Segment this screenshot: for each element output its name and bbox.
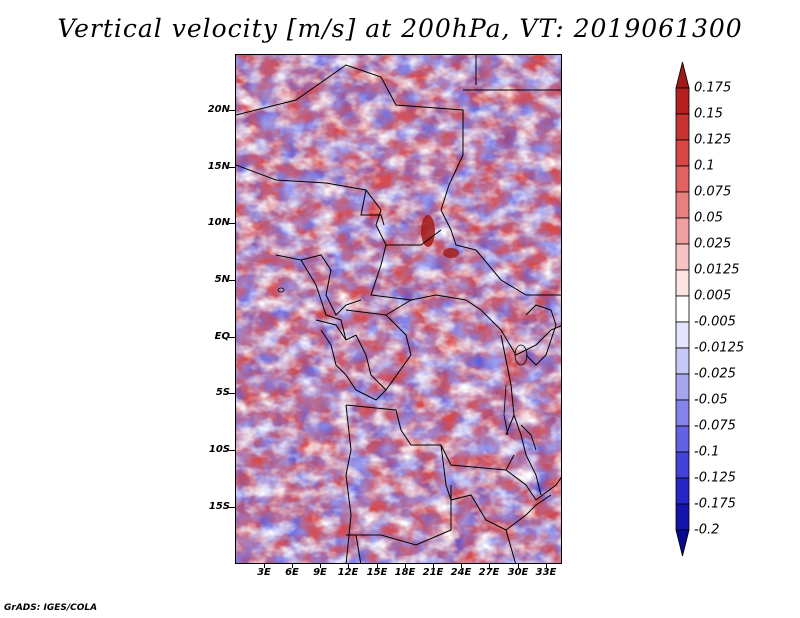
colorbar-swatch [675,113,690,141]
colorbar-swatch [675,503,690,531]
lon-label: 3E [257,567,271,578]
colorbar-label: 0.15 [694,106,723,122]
colorbar-label: -0.075 [694,418,736,434]
colorbar-swatch [675,87,690,115]
lon-label: 9E [313,567,327,578]
lat-tick [229,450,235,451]
lat-label: 10S [208,444,230,455]
colorbar-swatch [675,451,690,479]
colorbar-swatch [675,191,690,219]
colorbar-swatch [675,295,690,323]
lat-tick [229,507,235,508]
lon-tick [348,563,349,568]
lon-label: 24E [450,567,472,578]
lon-label: 33E [535,567,557,578]
lon-tick [461,563,462,568]
colorbar-max-arrow [675,61,690,89]
lon-tick [489,563,490,568]
lon-tick [320,563,321,568]
colorbar-min-arrow [675,529,690,557]
vertical-velocity-field [236,55,561,563]
lon-label: 6E [285,567,299,578]
colorbar-label: 0.075 [694,184,732,200]
lon-tick [405,563,406,568]
colorbar-swatch [675,165,690,193]
colorbar-label: 0.05 [694,210,723,226]
colorbar-label: -0.175 [694,496,736,512]
colorbar-label: 0.025 [694,236,732,252]
lat-label: 5S [215,387,230,398]
colorbar-label: -0.0125 [694,340,745,356]
colorbar-label: -0.005 [694,314,736,330]
lon-tick [433,563,434,568]
lat-label: 10N [207,217,230,228]
colorbar-label: -0.05 [694,392,728,408]
lat-label: 5N [214,274,230,285]
colorbar-swatch [675,399,690,427]
colorbar-label: -0.2 [694,522,720,538]
colorbar-label: -0.1 [694,444,720,460]
lat-label: 15S [208,501,230,512]
lon-tick [377,563,378,568]
lat-tick [229,393,235,394]
colorbar-label: -0.125 [694,470,736,486]
lat-tick [229,110,235,111]
colorbar-label: -0.025 [694,366,736,382]
colorbar-swatch [675,373,690,401]
country-borders [236,55,561,563]
lon-label: 12E [337,567,359,578]
lat-label: 15N [207,161,230,172]
colorbar-label: 0.005 [694,288,732,304]
lon-tick [292,563,293,568]
colorbar-swatch [675,347,690,375]
colorbar-label: 0.1 [694,158,715,174]
colorbar-swatch [675,217,690,245]
map-title: Vertical velocity [m/s] at 200hPa, VT: 2… [57,14,743,43]
map-plot-area [235,54,562,564]
colorbar-label: 0.175 [694,80,732,96]
colorbar-swatch [675,269,690,297]
grads-credit: GrADS: IGES/COLA [4,603,98,613]
lat-tick [229,167,235,168]
colorbar-label: 0.0125 [694,262,740,278]
lon-label: 27E [478,567,500,578]
lat-tick [229,337,235,338]
colorbar-swatch [675,321,690,349]
lat-label: 20N [207,104,230,115]
lon-tick [264,563,265,568]
lat-tick [229,223,235,224]
colorbar-swatch [675,477,690,505]
colorbar-swatch [675,139,690,167]
colorbar-swatch [675,243,690,271]
lon-tick [518,563,519,568]
colorbar-label: 0.125 [694,132,732,148]
lon-tick [546,563,547,568]
lon-label: 15E [366,567,388,578]
lat-label: EQ [214,331,230,342]
lon-label: 18E [394,567,416,578]
lon-label: 21E [422,567,444,578]
lat-tick [229,280,235,281]
colorbar-swatch [675,425,690,453]
lon-label: 30E [507,567,529,578]
